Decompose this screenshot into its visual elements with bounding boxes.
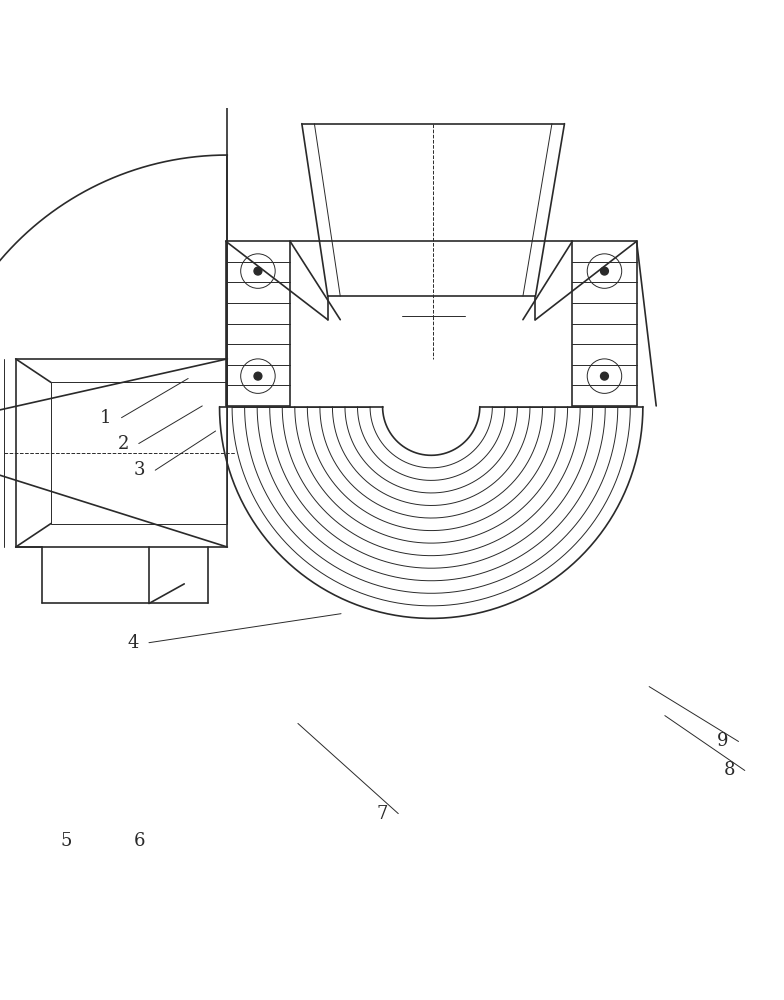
Circle shape [601,267,608,275]
Bar [226,241,290,406]
Circle shape [254,267,262,275]
Text: 6: 6 [134,832,145,850]
Text: 2: 2 [118,435,129,453]
Circle shape [254,372,262,380]
Bar [572,241,637,406]
Text: 3: 3 [134,461,145,479]
Bar [16,359,227,547]
Text: 9: 9 [717,732,728,750]
Text: 8: 8 [724,761,735,779]
Text: 7: 7 [377,805,388,823]
Text: 5: 5 [61,832,72,850]
Text: 4: 4 [128,634,139,652]
Bar [51,382,227,524]
Text: 1: 1 [100,409,111,427]
Circle shape [601,372,608,380]
